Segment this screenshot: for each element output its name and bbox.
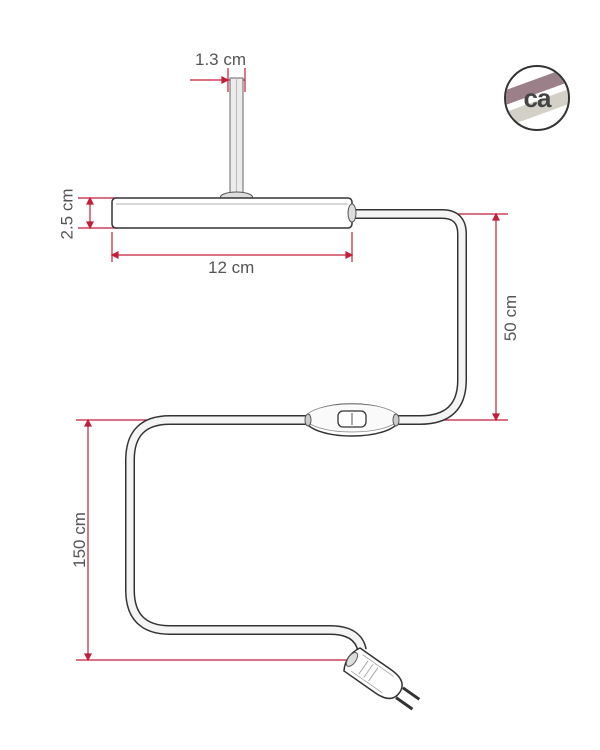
dim-base-height: 2.5 cm	[58, 188, 78, 239]
rod	[221, 78, 253, 202]
base	[112, 198, 356, 228]
brand-logo: ca	[504, 65, 570, 131]
dim-base-width: 12 cm	[208, 258, 254, 278]
inline-switch	[305, 404, 399, 436]
dim-plug-segment: 150 cm	[70, 512, 90, 568]
plug	[341, 646, 424, 716]
dim-cable-diameter: 1.3 cm	[195, 50, 246, 70]
cable	[130, 214, 462, 650]
dim-switch-segment: 50 cm	[501, 295, 521, 341]
brand-logo-text: ca	[524, 83, 551, 114]
dimension-lines	[76, 68, 508, 660]
